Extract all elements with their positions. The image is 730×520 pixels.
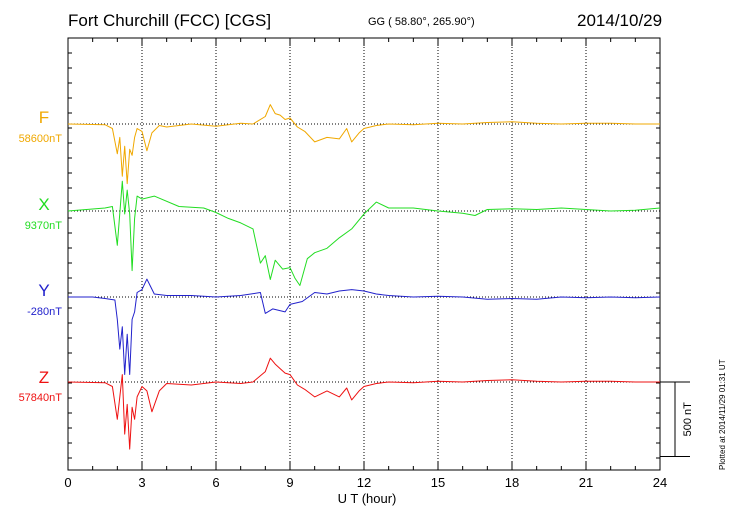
coordinates-label: GG ( 58.80°, 265.90°) (368, 16, 475, 28)
series-line-y (68, 278, 661, 375)
component-letter-x: X (38, 195, 49, 214)
x-tick-label-6: 6 (212, 475, 219, 490)
component-letter-z: Z (39, 368, 49, 387)
baselines (68, 123, 660, 383)
x-tick-label-3: 3 (138, 475, 145, 490)
station-title: Fort Churchill (FCC) [CGS] (68, 11, 272, 30)
x-tick-label-24: 24 (653, 475, 667, 490)
component-letter-y: Y (38, 281, 49, 300)
component-baseline-x: 9370nT (25, 220, 63, 232)
x-tick-label-18: 18 (505, 475, 519, 490)
component-baseline-f: 58600nT (19, 133, 63, 145)
date-label: 2014/10/29 (577, 11, 663, 30)
x-tick-label-15: 15 (431, 475, 445, 490)
component-labels: F 58600nT X 9370nT Y -280nT Z 57840nT (19, 108, 63, 404)
series-line-x (67, 180, 661, 286)
x-axis-label: U T (hour) (338, 491, 397, 506)
x-tick-label-0: 0 (64, 475, 71, 490)
series-line-f (67, 104, 660, 185)
series-group (67, 104, 661, 450)
series-line-z (67, 357, 660, 450)
scale-bar: 500 nT (660, 381, 694, 457)
x-tick-label-9: 9 (286, 475, 293, 490)
component-letter-f: F (39, 108, 49, 127)
axis-ticks: 0 3 6 9 12 15 18 21 24 (64, 38, 667, 490)
x-tick-label-12: 12 (357, 475, 371, 490)
component-baseline-y: -280nT (27, 306, 62, 318)
scale-bar-label: 500 nT (682, 402, 694, 437)
grid-lines (141, 38, 587, 470)
component-baseline-z: 57840nT (19, 392, 63, 404)
x-tick-label-21: 21 (579, 475, 593, 490)
